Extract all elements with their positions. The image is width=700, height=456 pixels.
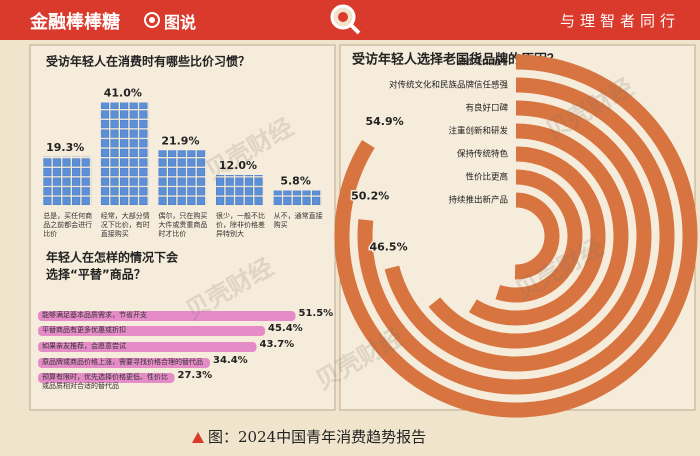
category-label: 总是，买任何商品之前都会进行比价 xyxy=(43,212,93,238)
radial-bar xyxy=(334,54,698,418)
value-label: 45.4% xyxy=(268,323,303,334)
section-icon-dot xyxy=(149,17,155,23)
category-label: 有良好口碑 xyxy=(465,103,508,114)
category-label: 平替商品有更多优惠或折扣 xyxy=(42,326,126,334)
value-label: 43.7% xyxy=(260,339,295,350)
category-label: 很少，一般不比价，除非价格差异特别大 xyxy=(216,212,265,238)
pictograph-bar xyxy=(43,156,92,205)
section-icon xyxy=(144,12,160,28)
pictograph-bar xyxy=(100,102,149,205)
category-label: 持续推出新产品 xyxy=(448,195,508,206)
bar xyxy=(38,373,175,383)
logo: 金融棒棒糖 xyxy=(30,12,120,33)
bar xyxy=(38,311,296,321)
footer-triangle xyxy=(192,432,204,443)
value-label: 19.3% xyxy=(46,141,84,154)
radial-bar xyxy=(357,77,675,395)
bar xyxy=(38,358,210,368)
pictograph-bar xyxy=(273,190,322,205)
category-label: 原品牌或商品价格上涨，需要寻找价格合理的替代品 xyxy=(42,358,203,366)
value-label: 34.4% xyxy=(213,355,248,366)
value-label: 51.5% xyxy=(299,308,334,319)
radial-bar xyxy=(428,123,629,349)
magnifier-icon xyxy=(330,4,361,35)
bar xyxy=(38,342,257,352)
value-label: 27.3% xyxy=(178,370,213,381)
category-label: 性价比更高 xyxy=(465,172,508,183)
value-label: 12.0% xyxy=(219,159,257,172)
category-label: 偶尔，只在购买大件或贵重商品时才比价 xyxy=(158,212,208,238)
category-label: 品质经久耐用 xyxy=(457,57,508,68)
section: 图说 xyxy=(164,13,197,32)
category-label: 对传统文化和民族品牌信任感强 xyxy=(389,80,509,91)
category-label: 经常，大部分情况下比价，有时直接购买 xyxy=(100,212,150,238)
category-label: 从不，通常直接购买 xyxy=(273,212,323,229)
value-label: 41.0% xyxy=(104,87,142,100)
value-label: 54.9% xyxy=(365,115,403,128)
radial-bar xyxy=(495,169,583,303)
pictograph-bar xyxy=(158,150,207,205)
category-label: 保持传统特色 xyxy=(457,149,509,160)
value-label: 5.8% xyxy=(280,175,311,188)
footer-source: 图：2024中国青年消费趋势报告 xyxy=(208,428,426,446)
pictograph-bar xyxy=(216,175,264,205)
category-label: 如果亲友推荐，会愿意尝试 xyxy=(42,342,126,350)
value-label: 46.5% xyxy=(369,241,407,254)
radial-bar xyxy=(384,100,652,372)
chart-title: 年轻人在怎样的情况下会 xyxy=(46,250,179,265)
slogan: 与理智者同行 xyxy=(559,12,680,30)
value-label: 21.9% xyxy=(161,134,199,147)
category-label: 注重创新和研发 xyxy=(448,126,508,137)
value-label: 50.2% xyxy=(351,190,389,203)
chart-title: 受访年轻人在消费时有哪些比价习惯？ xyxy=(46,54,250,69)
category-label: 预算有限时，优先选择价格更低、性价比或品质相对合适的替代品 xyxy=(42,373,168,390)
chart-title: 选择“平替”商品？ xyxy=(46,267,146,282)
category-label: 能够满足基本品质需求，节省开支 xyxy=(42,311,147,319)
chart-title: 受访年轻人选择老国货品牌的原因？ xyxy=(352,52,560,68)
radial-bar xyxy=(468,146,606,326)
bar xyxy=(38,326,265,336)
radial-bar xyxy=(514,192,560,280)
